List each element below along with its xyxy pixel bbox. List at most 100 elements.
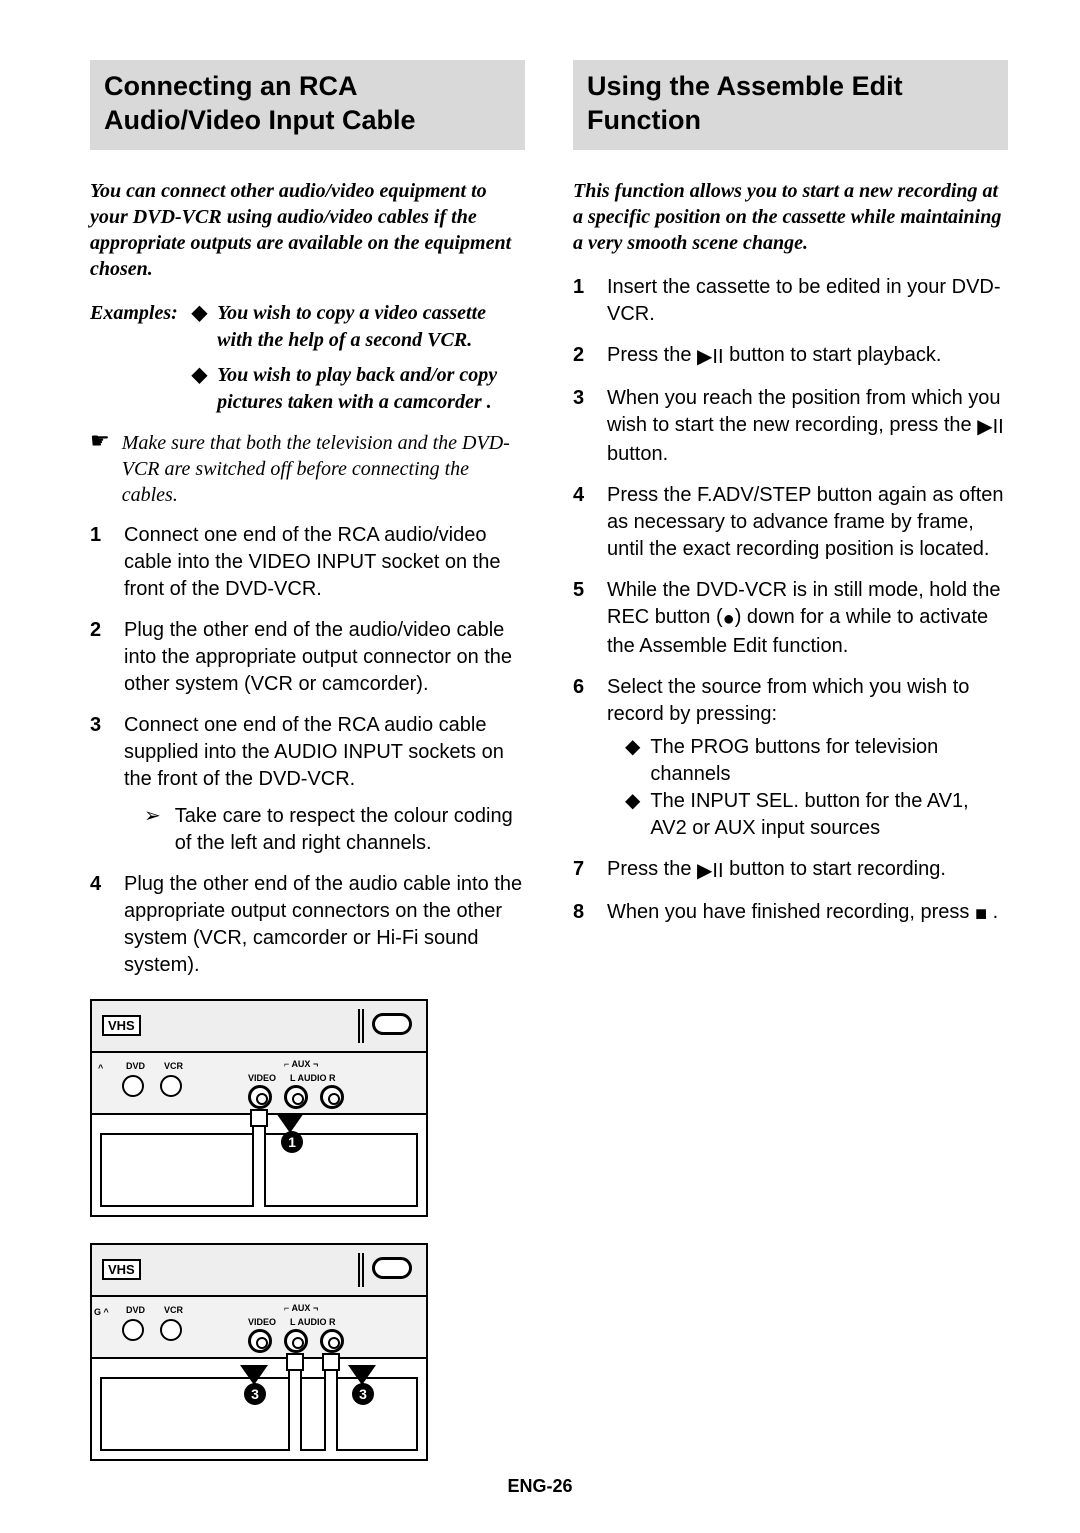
examples-body: ◆ You wish to copy a video cassette with… (192, 300, 525, 424)
step-number: 3 (90, 712, 108, 857)
step-text: Press the F.ADV/STEP button again as oft… (607, 482, 1008, 563)
example-text: You wish to play back and/or copy pictur… (217, 362, 525, 416)
vhs-badge: VHS (102, 1015, 141, 1036)
arrow-down-icon (240, 1365, 268, 1385)
step-primary: Select the source from which you wish to… (607, 676, 969, 725)
step-number: 3 (573, 385, 591, 468)
step-text: When you reach the position from which y… (607, 385, 1008, 468)
device-bottom: 1 (92, 1115, 426, 1215)
caution-note: ☛ Make sure that both the television and… (90, 430, 525, 508)
examples-label: Examples: (90, 300, 178, 424)
step-number: 7 (573, 856, 591, 885)
callout-badge: 1 (281, 1131, 303, 1153)
arrow-down-icon (276, 1113, 304, 1133)
slot-bar-icon (358, 1009, 364, 1043)
manual-page: Connecting an RCA Audio/Video Input Cabl… (0, 0, 1080, 1533)
hand-icon: ☛ (90, 430, 110, 508)
label-aux: ⌐ AUX ¬ (284, 1059, 318, 1069)
rca-jack-icon (284, 1329, 308, 1353)
slot-bar-icon (358, 1253, 364, 1287)
rca-jack-icon (248, 1329, 272, 1353)
rca-jack-icon (320, 1329, 344, 1353)
callout-badge: 3 (352, 1383, 374, 1405)
plug-icon (322, 1353, 340, 1371)
list-item: 1 Insert the cassette to be edited in yo… (573, 274, 1008, 328)
round-button-icon (160, 1075, 182, 1097)
step-number: 8 (573, 899, 591, 928)
examples-block: Examples: ◆ You wish to copy a video cas… (90, 300, 525, 424)
rca-jack-icon (248, 1085, 272, 1109)
step-text: Connect one end of the RCA audio/video c… (124, 522, 525, 603)
stop-icon: ■ (975, 901, 987, 928)
cable-icon (252, 1127, 266, 1207)
sublist-item: ◆ The INPUT SEL. button for the AV1, AV2… (625, 788, 1008, 842)
right-title: Using the Assemble Edit Function (587, 70, 994, 138)
step-text: Press the ▶II button to start playback. (607, 342, 1008, 371)
list-item: 6 Select the source from which you wish … (573, 674, 1008, 842)
callout-badge: 3 (244, 1383, 266, 1405)
record-icon: ● (723, 606, 735, 633)
list-item: 1 Connect one end of the RCA audio/video… (90, 522, 525, 603)
list-item: 7 Press the ▶II button to start recordin… (573, 856, 1008, 885)
list-item: 2 Plug the other end of the audio/video … (90, 617, 525, 698)
sublist-text: The INPUT SEL. button for the AV1, AV2 o… (650, 788, 1008, 842)
round-button-icon (160, 1319, 182, 1341)
arrow-down-icon (348, 1365, 376, 1385)
rca-jack-icon (320, 1085, 344, 1109)
label-dvd: DVD (126, 1305, 145, 1315)
label-dvd: DVD (126, 1061, 145, 1071)
list-item: 8 When you have finished recording, pres… (573, 899, 1008, 928)
step-number: 2 (90, 617, 108, 698)
label-vcr: VCR (164, 1305, 183, 1315)
step-text: Select the source from which you wish to… (607, 674, 1008, 842)
list-item: 5 While the DVD-VCR is in still mode, ho… (573, 577, 1008, 660)
diamond-icon: ◆ (192, 362, 207, 416)
device-top: VHS (92, 1245, 426, 1297)
step-text: Insert the cassette to be edited in your… (607, 274, 1008, 328)
cassette-slot-icon (372, 1257, 412, 1279)
left-column: Connecting an RCA Audio/Video Input Cabl… (90, 60, 525, 1487)
diamond-icon: ◆ (625, 734, 640, 788)
sublist-item: ◆ The PROG buttons for television channe… (625, 734, 1008, 788)
example-text: You wish to copy a video cassette with t… (217, 300, 525, 354)
step-number: 1 (90, 522, 108, 603)
example-item: ◆ You wish to play back and/or copy pict… (192, 362, 525, 416)
play-pause-icon: ▶II (697, 344, 724, 371)
step-text: Plug the other end of the audio cable in… (124, 871, 525, 979)
plug-icon (286, 1353, 304, 1371)
label-audio: L AUDIO R (290, 1317, 336, 1327)
subnote-text: Take care to respect the colour coding o… (175, 803, 525, 857)
chevron-icon: ➢ (144, 803, 161, 857)
list-item: 2 Press the ▶II button to start playback… (573, 342, 1008, 371)
step-number: 6 (573, 674, 591, 842)
device-mid: ^ DVD VCR ⌐ AUX ¬ VIDEO L AUDIO R (92, 1053, 426, 1115)
step-text: When you have finished recording, press … (607, 899, 1008, 928)
right-title-band: Using the Assemble Edit Function (573, 60, 1008, 150)
label-video: VIDEO (248, 1073, 276, 1083)
caution-text: Make sure that both the television and t… (122, 430, 525, 508)
plug-icon (250, 1109, 268, 1127)
cassette-slot-icon (372, 1013, 412, 1035)
device-diagram-2: VHS G ^ DVD VCR ⌐ AUX ¬ VIDEO L AUDIO R (90, 1243, 428, 1461)
left-title-band: Connecting an RCA Audio/Video Input Cabl… (90, 60, 525, 150)
play-pause-icon: ▶II (977, 414, 1004, 441)
diagram-stack: VHS ^ DVD VCR ⌐ AUX ¬ VIDEO L AUDIO R (90, 999, 525, 1461)
step-number: 5 (573, 577, 591, 660)
step-text: Connect one end of the RCA audio cable s… (124, 712, 525, 857)
label-video: VIDEO (248, 1317, 276, 1327)
cable-icon (288, 1371, 302, 1451)
step-number: 1 (573, 274, 591, 328)
sublist-text: The PROG buttons for television channels (650, 734, 1008, 788)
device-mid: G ^ DVD VCR ⌐ AUX ¬ VIDEO L AUDIO R (92, 1297, 426, 1359)
step-number: 4 (90, 871, 108, 979)
page-number: ENG-26 (0, 1476, 1080, 1497)
rca-jack-icon (284, 1085, 308, 1109)
label-audio: L AUDIO R (290, 1073, 336, 1083)
label-caret: ^ (98, 1063, 103, 1073)
diamond-icon: ◆ (625, 788, 640, 842)
step-text: While the DVD-VCR is in still mode, hold… (607, 577, 1008, 660)
diamond-icon: ◆ (192, 300, 207, 354)
step-sublist: ◆ The PROG buttons for television channe… (607, 734, 1008, 842)
step-text: Press the ▶II button to start recording. (607, 856, 1008, 885)
left-intro: You can connect other audio/video equipm… (90, 178, 525, 282)
